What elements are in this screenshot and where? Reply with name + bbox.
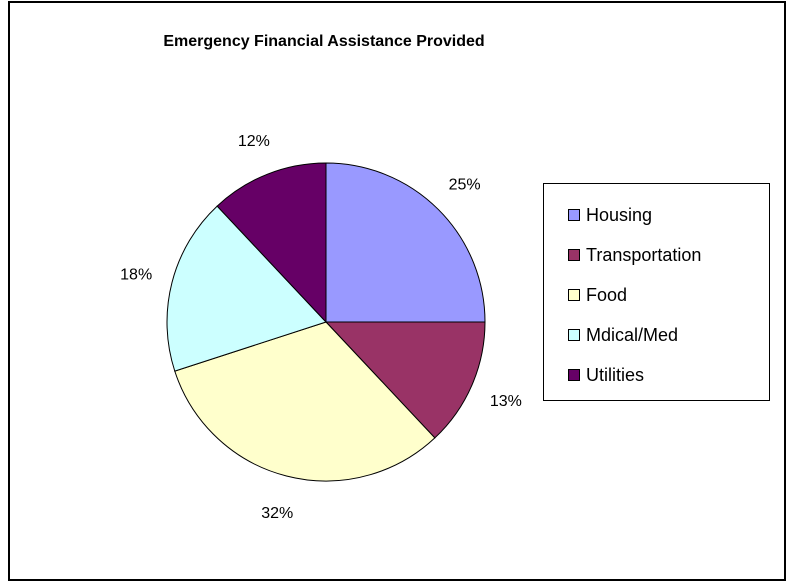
chart-title: Emergency Financial Assistance Provided (163, 33, 485, 50)
slice-label-housing: 25% (449, 176, 481, 193)
slice-label-transportation: 13% (490, 393, 522, 410)
legend-swatch (568, 329, 580, 341)
slice-label-food: 32% (261, 505, 293, 522)
legend-label: Housing (586, 204, 653, 225)
legend-label: Food (586, 284, 628, 305)
legend-item-utilities: Utilities (568, 363, 644, 387)
legend-swatch (568, 249, 580, 261)
legend-swatch (568, 289, 580, 301)
legend-label: Transportation (586, 244, 702, 265)
slice-label-mdical-med: 18% (120, 266, 152, 283)
slice-label-utilities: 12% (238, 133, 270, 150)
legend-swatch (568, 369, 580, 381)
legend-item-housing: Housing (568, 203, 652, 227)
chart-area: Emergency Financial Assistance Provided … (8, 1, 786, 581)
legend: Housing Transportation Food Mdical/Med Utili… (543, 183, 770, 401)
pie-slice-transportation (324, 321, 486, 439)
legend-item-food: Food (568, 283, 627, 307)
pie-slice-mdical-med (166, 205, 327, 372)
pie-chart: 25% 13% 32% 18% 12% (120, 133, 522, 522)
pie-slice-food (174, 321, 436, 482)
legend-item-mdical-med: Mdical/Med (568, 323, 678, 347)
legend-item-transportation: Transportation (568, 243, 701, 267)
legend-swatch (568, 209, 580, 221)
pie-slice-utilities (216, 162, 327, 324)
legend-label: Mdical/Med (586, 324, 679, 345)
legend-label: Utilities (586, 364, 645, 385)
pie-slice-housing (325, 162, 486, 323)
